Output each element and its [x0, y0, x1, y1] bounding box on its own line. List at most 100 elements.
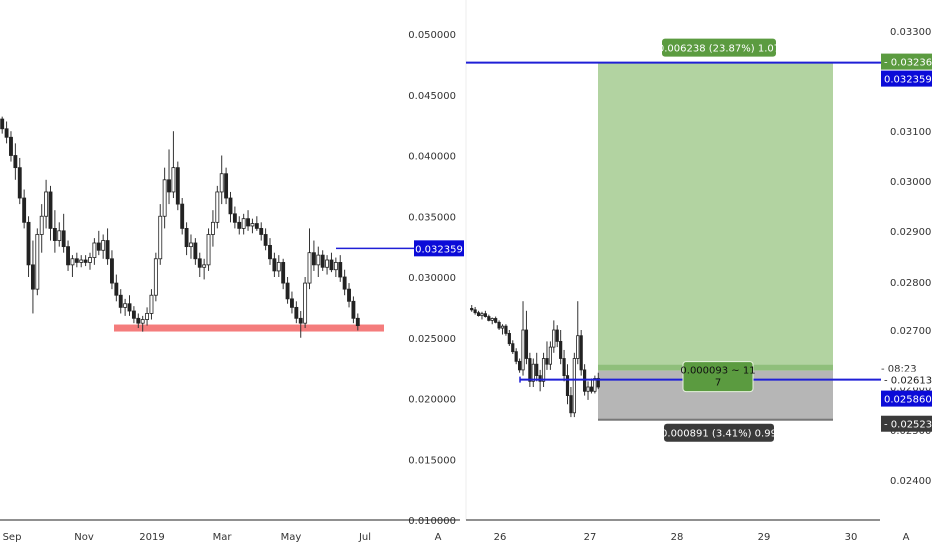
- candle-body: [285, 282, 290, 300]
- price-tag-label: 0.032359: [884, 75, 932, 86]
- candle-body: [298, 317, 303, 324]
- candle-body: [232, 213, 237, 223]
- candle-body: [263, 234, 268, 246]
- candle-body: [131, 310, 136, 319]
- candle-body: [48, 191, 53, 229]
- daily-price-axis[interactable]: 0.050000 0.045000 0.040000 0.035000 0.030000…: [408, 30, 464, 527]
- candle-body: [333, 262, 338, 271]
- candle-body: [272, 258, 277, 272]
- price-tag[interactable]: 0.032359: [881, 70, 932, 87]
- candle-body: [17, 167, 22, 199]
- stop-label: 0.000891 (3.41%) 0.99: [661, 423, 777, 442]
- candle-body: [538, 375, 542, 382]
- x-tick-label: Mar: [213, 532, 233, 543]
- resistance-price-tag[interactable]: 0.032359: [414, 240, 464, 257]
- candle-body: [583, 369, 587, 392]
- price-tag[interactable]: 0.025860: [881, 390, 932, 407]
- candle-body: [118, 294, 123, 308]
- candle-body: [224, 173, 229, 199]
- candle-body: [535, 363, 539, 377]
- candle-body: [79, 259, 84, 263]
- candle-body: [342, 276, 347, 290]
- candle-body: [338, 262, 343, 278]
- candle-body: [74, 258, 79, 263]
- candle-body: [589, 386, 594, 392]
- x-tick-label: 2019: [139, 532, 164, 543]
- y-tick-label: 0.020000: [408, 395, 456, 406]
- daily-time-axis[interactable]: Sep Nov 2019 Mar May Jul A: [0, 519, 460, 543]
- candle-body: [206, 234, 211, 266]
- auto-scale-button[interactable]: A: [435, 532, 442, 543]
- candle-body: [548, 346, 552, 365]
- candle-body: [572, 358, 576, 414]
- candle-body: [528, 358, 532, 382]
- intraday-candles: 0.006238 (23.87%) 1.07 0.000891 (3.41%) 0…: [466, 38, 884, 442]
- candle-body: [593, 378, 597, 392]
- candle-body: [497, 321, 501, 329]
- candle-body: [504, 325, 508, 334]
- candle-body: [193, 242, 198, 260]
- x-tick-label: May: [281, 532, 302, 543]
- candle-body: [351, 300, 356, 319]
- candle-body: [39, 215, 44, 235]
- candle-body: [70, 258, 75, 266]
- candle-body: [473, 309, 477, 314]
- mid-label-line2: 7: [715, 378, 721, 389]
- candle-body: [105, 240, 110, 260]
- profit-zone[interactable]: [598, 62, 833, 365]
- candle-body: [180, 203, 185, 229]
- x-tick-label: 27: [584, 532, 597, 543]
- candle-body: [184, 227, 189, 248]
- resistance-price-label: 0.032359: [415, 244, 463, 255]
- x-tick-label: Sep: [3, 532, 22, 543]
- intraday-time-axis[interactable]: 26 27 28 29 30 A: [466, 519, 910, 543]
- x-tick-label: 30: [845, 532, 858, 543]
- x-tick-label: 29: [758, 532, 771, 543]
- y-tick-label: 0.030000: [408, 273, 456, 284]
- candle-body: [92, 242, 97, 258]
- daily-chart[interactable]: 0.050000 0.045000 0.040000 0.035000 0.030000…: [0, 30, 464, 543]
- candle-body: [487, 316, 491, 321]
- candle-body: [4, 128, 9, 138]
- candle-body: [541, 358, 546, 382]
- candle-body: [559, 340, 563, 359]
- candle-body: [30, 264, 35, 290]
- candle-body: [565, 375, 570, 397]
- intraday-chart[interactable]: 0.006238 (23.87%) 1.07 0.000891 (3.41%) 0…: [466, 27, 932, 543]
- candle-body: [480, 313, 484, 316]
- y-tick-label: 0.015000: [408, 455, 456, 466]
- mid-label-line1: 0.000093 ~ 11: [680, 366, 755, 377]
- candle-body: [241, 218, 246, 229]
- candle-body: [518, 360, 522, 371]
- candle-body: [555, 329, 559, 342]
- candle-body: [9, 136, 13, 156]
- candle-body: [96, 242, 101, 251]
- candle-body: [303, 282, 308, 324]
- candle-body: [57, 230, 62, 241]
- candle-body: [307, 252, 312, 284]
- price-tag[interactable]: - 0.025239: [881, 415, 932, 432]
- candle-body: [44, 191, 49, 217]
- price-tag[interactable]: - 0.032368: [881, 53, 932, 70]
- candle-body: [83, 259, 88, 263]
- candle-body: [228, 197, 233, 215]
- support-zone[interactable]: [114, 324, 384, 332]
- auto-scale-button[interactable]: A: [903, 532, 910, 543]
- candle-body: [268, 245, 272, 260]
- candle-body: [329, 259, 334, 271]
- candle-body: [210, 221, 215, 235]
- candle-body: [171, 167, 176, 193]
- candle-body: [61, 230, 66, 248]
- price-tag-label: - 0.025239: [884, 420, 932, 431]
- candle-body: [0, 118, 5, 130]
- candle-body: [202, 264, 207, 268]
- candle-body: [175, 167, 180, 205]
- candle-body: [281, 262, 286, 284]
- y-tick-label: 0.010000: [408, 516, 456, 527]
- candle-body: [219, 173, 224, 193]
